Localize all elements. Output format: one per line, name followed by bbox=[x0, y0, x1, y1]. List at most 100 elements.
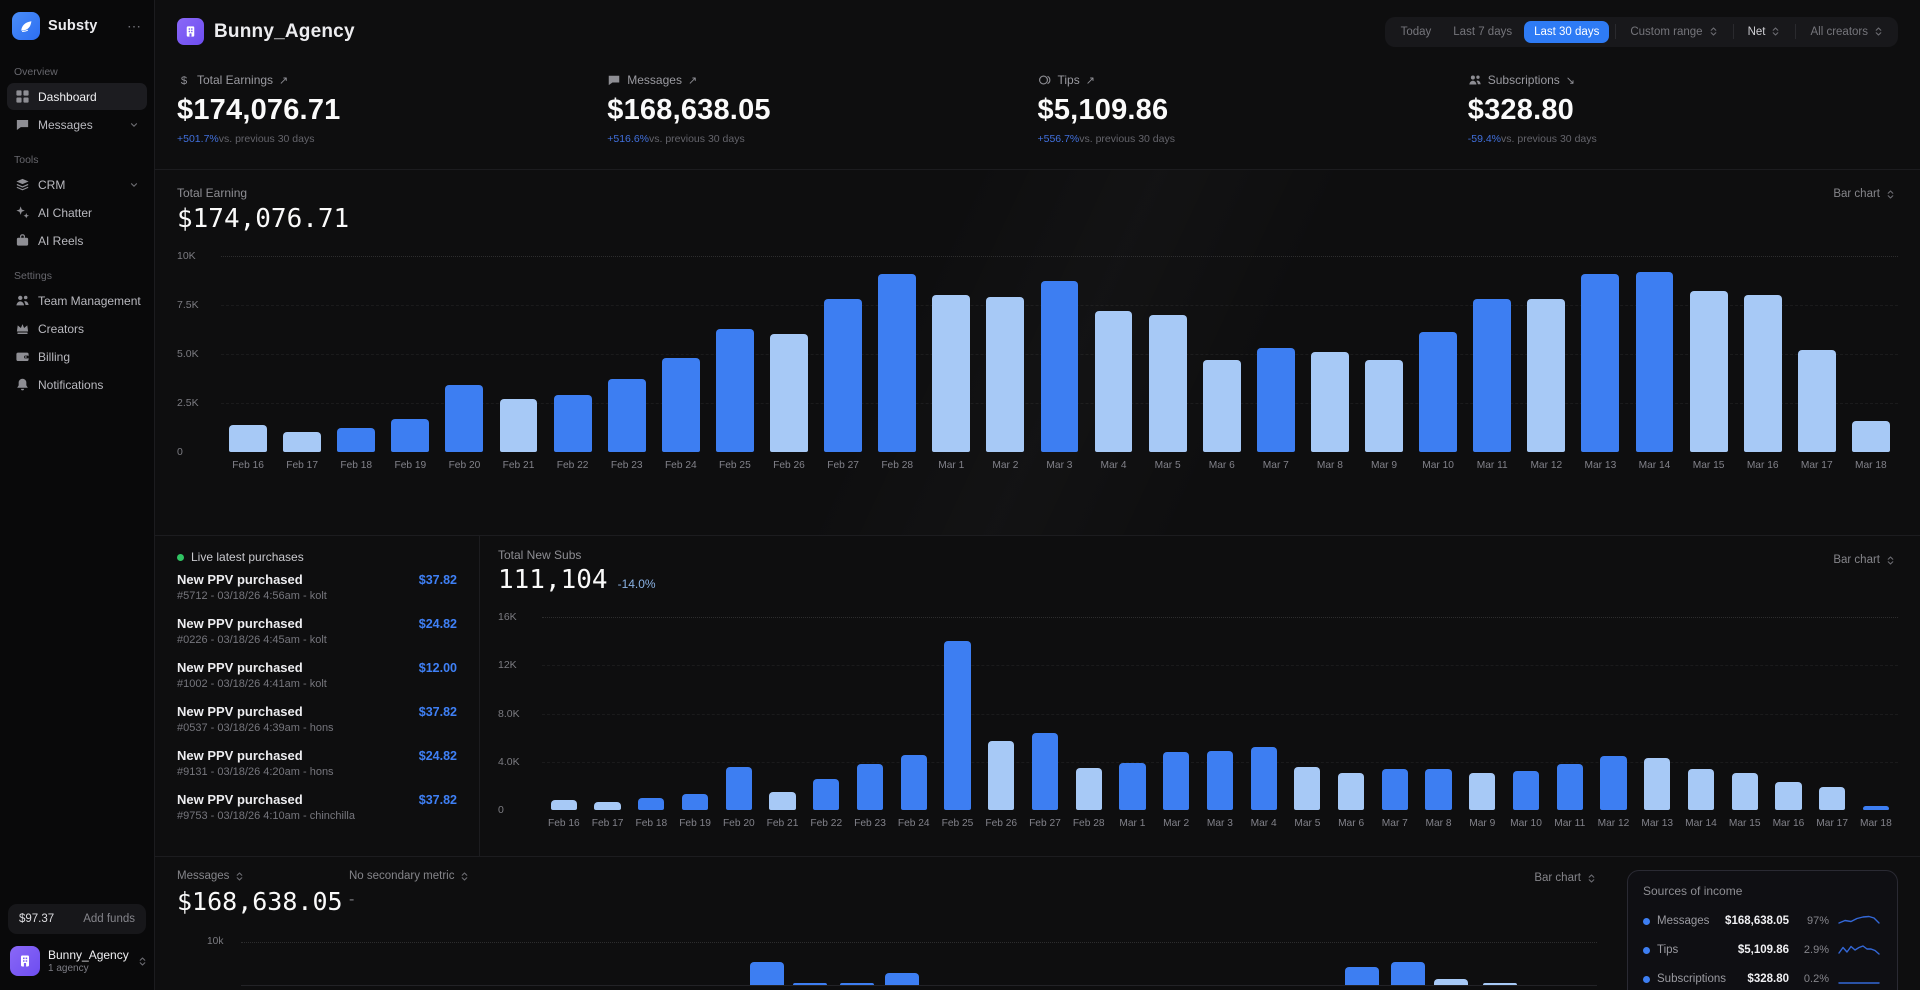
clipped-bar[interactable] bbox=[840, 983, 875, 985]
bar-mar-18[interactable] bbox=[1862, 806, 1890, 810]
bar-mar-8[interactable] bbox=[1310, 352, 1349, 452]
clipped-bar[interactable] bbox=[1344, 967, 1379, 985]
bar-mar-13[interactable] bbox=[1644, 758, 1671, 810]
range-button-last-7-days[interactable]: Last 7 days bbox=[1453, 25, 1513, 38]
bar-feb-20[interactable] bbox=[445, 385, 484, 452]
bar-feb-18[interactable] bbox=[638, 797, 665, 810]
bar-mar-5[interactable] bbox=[1294, 766, 1321, 810]
bar-mar-18[interactable] bbox=[1851, 420, 1890, 452]
bar-feb-17[interactable] bbox=[283, 432, 322, 452]
clipped-bar[interactable] bbox=[792, 983, 827, 985]
bar-mar-14[interactable] bbox=[1687, 769, 1715, 810]
sidebar-item-ai-reels[interactable]: AI Reels bbox=[7, 227, 147, 254]
bar-feb-22[interactable] bbox=[553, 395, 592, 452]
bar-feb-27[interactable] bbox=[1031, 732, 1059, 810]
bar-feb-20[interactable] bbox=[725, 766, 752, 810]
clipped-bar[interactable] bbox=[1434, 979, 1469, 985]
range-button-today[interactable]: Today bbox=[1400, 25, 1432, 38]
bar-mar-10[interactable] bbox=[1512, 771, 1540, 810]
bar-feb-25[interactable] bbox=[944, 641, 971, 810]
bar-feb-25[interactable] bbox=[715, 328, 754, 452]
sidebar-item-messages[interactable]: Messages bbox=[7, 111, 147, 138]
bar-mar-15[interactable] bbox=[1689, 291, 1728, 452]
sidebar-item-creators[interactable]: Creators bbox=[7, 315, 147, 342]
sidebar-menu-button[interactable]: ⋯ bbox=[127, 17, 142, 34]
clipped-bar[interactable] bbox=[749, 962, 784, 985]
bar-feb-17[interactable] bbox=[594, 801, 621, 810]
source-label: Subscriptions bbox=[1657, 973, 1727, 985]
range-button-last-30-days[interactable]: Last 30 days bbox=[1524, 20, 1610, 43]
kpi-header-subscriptions[interactable]: Subscriptions ↘ bbox=[1468, 73, 1898, 87]
bar-feb-24[interactable] bbox=[900, 754, 927, 810]
earnings-chart-type-selector[interactable]: Bar chart bbox=[1833, 188, 1896, 200]
clipped-bar[interactable] bbox=[1483, 983, 1518, 985]
subs-chart-type-selector[interactable]: Bar chart bbox=[1833, 554, 1896, 566]
bar-feb-21[interactable] bbox=[769, 791, 796, 810]
bar-mar-8[interactable] bbox=[1425, 769, 1452, 810]
bar-feb-19[interactable] bbox=[681, 794, 709, 810]
bar-mar-11[interactable] bbox=[1473, 299, 1512, 452]
bar-mar-13[interactable] bbox=[1581, 273, 1620, 452]
bar-mar-7[interactable] bbox=[1256, 348, 1295, 452]
bar-feb-23[interactable] bbox=[607, 379, 646, 452]
selector-net[interactable]: Net bbox=[1740, 21, 1790, 43]
bar-feb-22[interactable] bbox=[813, 778, 840, 810]
bar-mar-1[interactable] bbox=[1119, 762, 1146, 810]
bar-feb-26[interactable] bbox=[988, 741, 1015, 810]
bar-mar-2[interactable] bbox=[986, 297, 1025, 452]
bar-feb-27[interactable] bbox=[824, 299, 862, 452]
bottom-chart-type-selector[interactable]: Bar chart bbox=[1534, 872, 1597, 884]
sidebar-item-billing[interactable]: Billing bbox=[7, 343, 147, 370]
agency-switcher[interactable]: Bunny_Agency 1 agency bbox=[0, 942, 154, 980]
primary-metric-selector[interactable]: Messages bbox=[177, 870, 349, 882]
kpi-header-messages[interactable]: Messages ↗ bbox=[607, 73, 1037, 87]
bar-mar-17[interactable] bbox=[1819, 787, 1846, 810]
sidebar-item-team-management[interactable]: Team Management bbox=[7, 287, 147, 314]
sidebar-item-dashboard[interactable]: Dashboard bbox=[7, 83, 147, 110]
bar-mar-2[interactable] bbox=[1163, 752, 1190, 810]
secondary-metric-selector[interactable]: No secondary metric bbox=[349, 870, 470, 882]
bar-mar-12[interactable] bbox=[1600, 755, 1627, 810]
bar-feb-18[interactable] bbox=[337, 428, 376, 452]
bar-feb-24[interactable] bbox=[661, 357, 700, 452]
clipped-bar[interactable] bbox=[1390, 962, 1425, 985]
bar-mar-4[interactable] bbox=[1094, 310, 1133, 452]
bar-mar-4[interactable] bbox=[1250, 747, 1277, 810]
sidebar-item-crm[interactable]: CRM bbox=[7, 171, 147, 198]
bar-mar-9[interactable] bbox=[1469, 772, 1496, 810]
bar-mar-17[interactable] bbox=[1797, 350, 1836, 452]
bar-mar-15[interactable] bbox=[1731, 772, 1758, 810]
bar-mar-11[interactable] bbox=[1556, 764, 1583, 810]
bar-mar-10[interactable] bbox=[1419, 332, 1458, 452]
bar-mar-1[interactable] bbox=[932, 295, 971, 452]
bar-feb-28[interactable] bbox=[878, 273, 917, 452]
sidebar-item-notifications[interactable]: Notifications bbox=[7, 371, 147, 398]
bar-mar-16[interactable] bbox=[1743, 295, 1782, 452]
bar-mar-7[interactable] bbox=[1381, 769, 1408, 810]
bar-feb-16[interactable] bbox=[229, 424, 267, 452]
bar-mar-9[interactable] bbox=[1365, 359, 1403, 452]
bar-slot bbox=[542, 617, 586, 810]
bar-mar-3[interactable] bbox=[1040, 281, 1079, 452]
selector-all-creators[interactable]: All creators bbox=[1802, 21, 1892, 43]
add-funds-button[interactable]: Add funds bbox=[83, 913, 135, 925]
bar-mar-12[interactable] bbox=[1527, 299, 1566, 452]
kpi-header-tips[interactable]: Tips ↗ bbox=[1038, 73, 1468, 87]
bar-feb-28[interactable] bbox=[1075, 767, 1102, 810]
sidebar-item-ai-chatter[interactable]: AI Chatter bbox=[7, 199, 147, 226]
selector-custom-range[interactable]: Custom range bbox=[1622, 21, 1726, 43]
bar-feb-16[interactable] bbox=[550, 800, 577, 810]
bar-feb-23[interactable] bbox=[856, 764, 884, 810]
bar-feb-21[interactable] bbox=[499, 399, 538, 452]
clipped-bar[interactable] bbox=[885, 973, 920, 985]
kpi-header-total-earnings[interactable]: $ Total Earnings ↗ bbox=[177, 73, 607, 87]
bar-mar-6[interactable] bbox=[1337, 772, 1365, 810]
bar-mar-16[interactable] bbox=[1775, 782, 1802, 810]
bar-mar-14[interactable] bbox=[1635, 271, 1674, 452]
bar-feb-26[interactable] bbox=[770, 334, 808, 452]
bar-slot bbox=[1195, 256, 1249, 452]
bar-mar-5[interactable] bbox=[1148, 314, 1187, 452]
bar-mar-3[interactable] bbox=[1206, 750, 1233, 810]
bar-feb-19[interactable] bbox=[391, 418, 430, 452]
bar-mar-6[interactable] bbox=[1202, 359, 1241, 452]
